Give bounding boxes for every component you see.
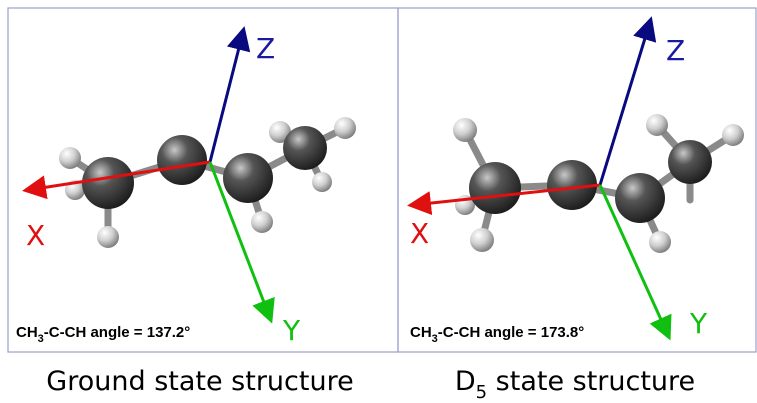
caption: D5 state structure: [455, 366, 695, 403]
caption: Ground state structure: [46, 366, 353, 397]
panel-frame: [8, 8, 398, 352]
angle-label: CH3-C-CH angle = 137.2°: [16, 324, 190, 345]
angle-suffix: -C-CH angle = 173.8°: [438, 324, 584, 341]
axis-label: X: [410, 217, 429, 250]
caption-text: Ground state structure: [46, 366, 353, 397]
axis-label: Y: [689, 307, 708, 340]
caption-prefix: D: [455, 366, 476, 397]
angle-label: CH3-C-CH angle = 173.8°: [410, 324, 584, 345]
caption-suffix: state structure: [487, 366, 695, 397]
angle-suffix: -C-CH angle = 137.2°: [44, 324, 190, 341]
axis-label: X: [26, 219, 45, 252]
axis-label: Y: [282, 314, 301, 347]
molecule: [453, 114, 744, 253]
axis-label: Z: [256, 32, 275, 65]
figure: Z X Y CH3-C-CH angle = 137.2° Z X Y CH3-…: [0, 0, 757, 403]
molecule: [59, 117, 356, 248]
angle-prefix: CH: [16, 324, 38, 341]
axis-label: Z: [666, 34, 685, 67]
angle-prefix: CH: [410, 324, 432, 341]
caption-subscript: 5: [476, 382, 487, 403]
